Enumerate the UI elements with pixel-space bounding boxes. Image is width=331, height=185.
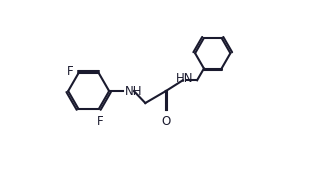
Text: F: F [67,65,73,78]
Text: HN: HN [176,72,194,85]
Text: O: O [161,115,170,128]
Text: F: F [97,115,104,128]
Text: NH: NH [125,85,142,97]
